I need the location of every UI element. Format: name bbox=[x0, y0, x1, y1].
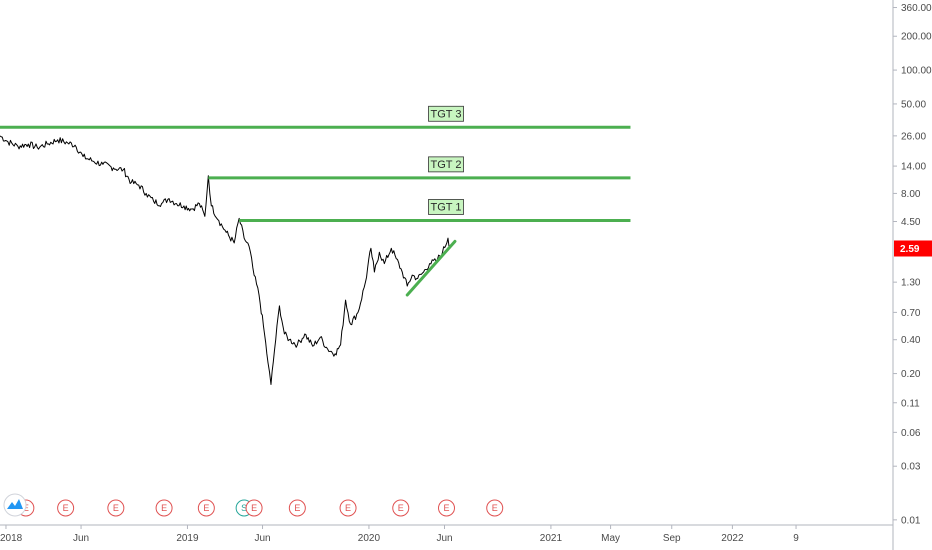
y-tick-label: 14.00 bbox=[901, 162, 926, 173]
x-tick-label: 2018 bbox=[0, 533, 23, 544]
trendline-layer bbox=[405, 239, 457, 297]
event-marker-e[interactable]: E bbox=[486, 499, 504, 517]
event-marker-circle bbox=[339, 499, 357, 517]
x-tick-label: Jun bbox=[436, 533, 452, 544]
x-tick-label: Sep bbox=[663, 533, 681, 544]
target-label: TGT 2 bbox=[431, 159, 462, 171]
y-tick-label: 50.00 bbox=[901, 99, 926, 110]
event-marker-e[interactable]: E bbox=[392, 499, 410, 517]
event-marker-circle bbox=[392, 499, 410, 517]
target-label-box bbox=[428, 156, 464, 173]
x-tick-label: Jun bbox=[254, 533, 270, 544]
support-trendline bbox=[405, 239, 457, 297]
event-marker-circle bbox=[107, 499, 125, 517]
event-marker-e[interactable]: E bbox=[197, 499, 215, 517]
target-label: TGT 3 bbox=[431, 108, 462, 120]
x-tick-label: 2020 bbox=[358, 533, 381, 544]
event-marker-letter: E bbox=[251, 503, 257, 513]
event-marker-e[interactable]: E bbox=[245, 499, 263, 517]
event-marker-letter: E bbox=[294, 503, 300, 513]
y-tick-label: 8.00 bbox=[901, 189, 921, 200]
event-marker-circle bbox=[155, 499, 173, 517]
event-marker-letter: E bbox=[161, 503, 167, 513]
tradingview-logo-icon bbox=[3, 493, 27, 517]
y-tick-label: 0.01 bbox=[901, 515, 921, 526]
event-marker-letter: E bbox=[345, 503, 351, 513]
price-line-series-0 bbox=[0, 135, 451, 385]
target-label: TGT 1 bbox=[431, 201, 462, 213]
target-label-box bbox=[428, 199, 464, 215]
event-marker-circle bbox=[197, 499, 215, 517]
last-price-label: 2.59 bbox=[900, 244, 920, 255]
event-marker-e[interactable]: E bbox=[107, 499, 125, 517]
event-marker-circle bbox=[288, 499, 306, 517]
y-tick-label: 200.00 bbox=[901, 32, 932, 43]
logo-glyph bbox=[7, 499, 23, 509]
y-tick-label: 0.11 bbox=[901, 398, 920, 409]
logo-circle bbox=[3, 493, 27, 517]
event-marker-circle bbox=[245, 499, 263, 517]
y-tick-label: 1.30 bbox=[901, 278, 921, 289]
event-marker-circle bbox=[57, 499, 75, 517]
event-marker-e[interactable]: E bbox=[57, 499, 75, 517]
event-marker-e[interactable]: E bbox=[288, 499, 306, 517]
x-tick-label: 2021 bbox=[540, 533, 563, 544]
target-lines: TGT 3 TGT 2 TGT 1 bbox=[0, 105, 631, 222]
event-marker-letter: E bbox=[398, 503, 404, 513]
target-label-box bbox=[428, 105, 464, 122]
event-marker-e[interactable]: E bbox=[155, 499, 173, 517]
event-marker-e[interactable]: E bbox=[438, 499, 455, 517]
x-tick-label: Jun bbox=[73, 533, 89, 544]
y-tick-label: 0.06 bbox=[901, 428, 921, 439]
event-marker-e[interactable]: E bbox=[339, 499, 357, 517]
y-tick-label: 360.00 bbox=[901, 3, 932, 14]
price-series bbox=[0, 135, 451, 385]
event-marker-letter: E bbox=[63, 503, 69, 513]
y-tick-label: 0.40 bbox=[901, 335, 921, 346]
x-tick-label: 2022 bbox=[721, 533, 744, 544]
y-tick-label: 0.70 bbox=[901, 308, 921, 319]
event-marker-letter: E bbox=[203, 503, 209, 513]
last-price-badge bbox=[894, 240, 932, 257]
event-marker-letter: E bbox=[443, 503, 449, 513]
x-tick-label: 9 bbox=[793, 533, 799, 544]
y-tick-label: 26.00 bbox=[901, 131, 926, 142]
event-marker-letter: E bbox=[492, 503, 498, 513]
event-markers[interactable]: EEEEESEEEEEE bbox=[3, 493, 504, 517]
event-marker-circle bbox=[438, 499, 455, 517]
y-tick-label: 100.00 bbox=[901, 66, 932, 77]
x-tick-label: 2019 bbox=[176, 533, 199, 544]
y-tick-label: 0.20 bbox=[901, 369, 921, 380]
y-tick-label: 4.50 bbox=[901, 217, 921, 228]
event-marker-letter: S bbox=[241, 503, 247, 513]
event-marker-circle bbox=[486, 499, 504, 517]
y-tick-label: 0.03 bbox=[901, 462, 921, 473]
x-tick-label: May bbox=[601, 533, 620, 544]
event-marker-letter: E bbox=[113, 503, 119, 513]
